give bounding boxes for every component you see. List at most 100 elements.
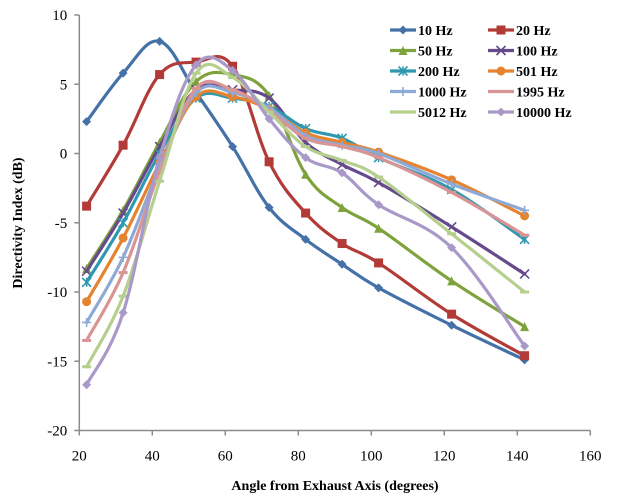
- legend-item: 10 Hz: [390, 24, 453, 39]
- data-point: [155, 36, 165, 46]
- data-point: [191, 71, 201, 75]
- data-point: [447, 179, 457, 189]
- data-point: [155, 179, 165, 183]
- legend-marker: [397, 65, 409, 77]
- legend-label: 10000 Hz: [516, 106, 572, 121]
- legend-item: 1995 Hz: [488, 86, 565, 101]
- data-point: [447, 309, 457, 319]
- legend-item: 1000 Hz: [390, 86, 467, 101]
- data-point: [228, 75, 238, 79]
- y-tick-label: 10: [52, 8, 67, 24]
- data-point: [191, 60, 201, 70]
- data-point: [82, 317, 92, 327]
- x-tick-label: 160: [579, 449, 602, 465]
- legend-label: 501 Hz: [516, 65, 558, 80]
- legend-item: 501 Hz: [488, 65, 558, 80]
- data-point: [118, 308, 128, 318]
- data-point: [118, 140, 128, 150]
- data-point: [374, 258, 384, 268]
- legend-item: 200 Hz: [390, 65, 460, 80]
- data-point: [520, 205, 530, 215]
- data-point: [374, 175, 384, 179]
- data-point: [191, 86, 201, 90]
- data-point: [118, 271, 128, 275]
- data-point: [337, 158, 347, 162]
- series-10-hz: [82, 36, 530, 365]
- data-point: [301, 153, 311, 163]
- data-point: [82, 365, 92, 369]
- legend-marker: [398, 110, 408, 114]
- series-20-hz: [82, 55, 530, 361]
- legend-marker: [398, 25, 408, 35]
- data-point: [447, 232, 457, 236]
- series-line: [85, 62, 527, 369]
- data-point: [81, 266, 92, 277]
- data-point: [374, 156, 384, 160]
- legend-label: 20 Hz: [516, 24, 551, 39]
- data-point: [301, 234, 311, 244]
- data-point: [264, 93, 275, 104]
- legend-item: 5012 Hz: [390, 106, 467, 121]
- data-point: [82, 117, 92, 127]
- legend-marker: [398, 87, 408, 96]
- x-tick-label: 80: [291, 449, 306, 465]
- y-tick-label: 0: [60, 147, 68, 163]
- data-point: [374, 223, 384, 233]
- x-tick-label: 40: [145, 449, 160, 465]
- data-point: [337, 259, 347, 269]
- data-point: [264, 114, 274, 124]
- legend-item: 50 Hz: [390, 45, 453, 60]
- series-10000-hz: [82, 55, 530, 390]
- data-point: [519, 268, 530, 280]
- data-point: [447, 276, 457, 286]
- data-point: [374, 283, 384, 293]
- data-point: [520, 351, 530, 361]
- data-point: [155, 170, 165, 174]
- x-axis-title: Angle from Exhaust Axis (degrees): [231, 479, 438, 494]
- legend-item: 10000 Hz: [488, 106, 572, 121]
- data-point: [155, 70, 165, 80]
- data-point: [447, 243, 457, 253]
- data-point: [447, 320, 457, 330]
- legend-label: 5012 Hz: [418, 106, 467, 121]
- legend-label: 50 Hz: [418, 45, 453, 60]
- data-point: [337, 168, 347, 178]
- data-point: [82, 297, 92, 307]
- data-point: [337, 145, 347, 149]
- legend-label: 10 Hz: [418, 24, 453, 39]
- data-point: [191, 76, 201, 86]
- legend-item: 100 Hz: [488, 45, 558, 60]
- x-tick-label: 140: [506, 449, 529, 465]
- series-5012-hz: [82, 62, 530, 369]
- y-tick-label: 5: [60, 77, 68, 93]
- plot-series-group: [81, 36, 530, 390]
- data-point: [118, 68, 128, 78]
- data-point: [301, 136, 311, 140]
- legend-marker: [496, 90, 506, 93]
- data-point: [301, 145, 311, 149]
- data-point: [337, 203, 347, 213]
- x-tick-label: 100: [360, 449, 383, 465]
- data-point: [82, 201, 92, 211]
- series-line: [85, 55, 527, 387]
- legend-marker: [495, 45, 507, 56]
- data-point: [155, 153, 165, 163]
- legend-label: 1000 Hz: [418, 86, 467, 101]
- data-point: [118, 233, 128, 243]
- y-axis-title: Directivity Index (dB): [11, 157, 26, 289]
- data-point: [447, 190, 457, 194]
- data-point: [118, 217, 129, 228]
- legend-item: 20 Hz: [488, 24, 551, 39]
- data-point: [520, 341, 530, 351]
- y-tick-label: -10: [47, 285, 67, 301]
- data-point: [228, 142, 238, 152]
- x-tick-label: 60: [218, 449, 233, 465]
- data-point: [81, 277, 92, 288]
- data-point: [264, 203, 274, 213]
- legend: 10 Hz 20 Hz 50 Hz 100 Hz 200 Hz 501 Hz 1000 Hz…: [390, 24, 572, 121]
- data-point: [337, 239, 347, 249]
- x-tick-label: 120: [433, 449, 456, 465]
- legend-label: 1995 Hz: [516, 86, 565, 101]
- legend-marker: [496, 66, 506, 76]
